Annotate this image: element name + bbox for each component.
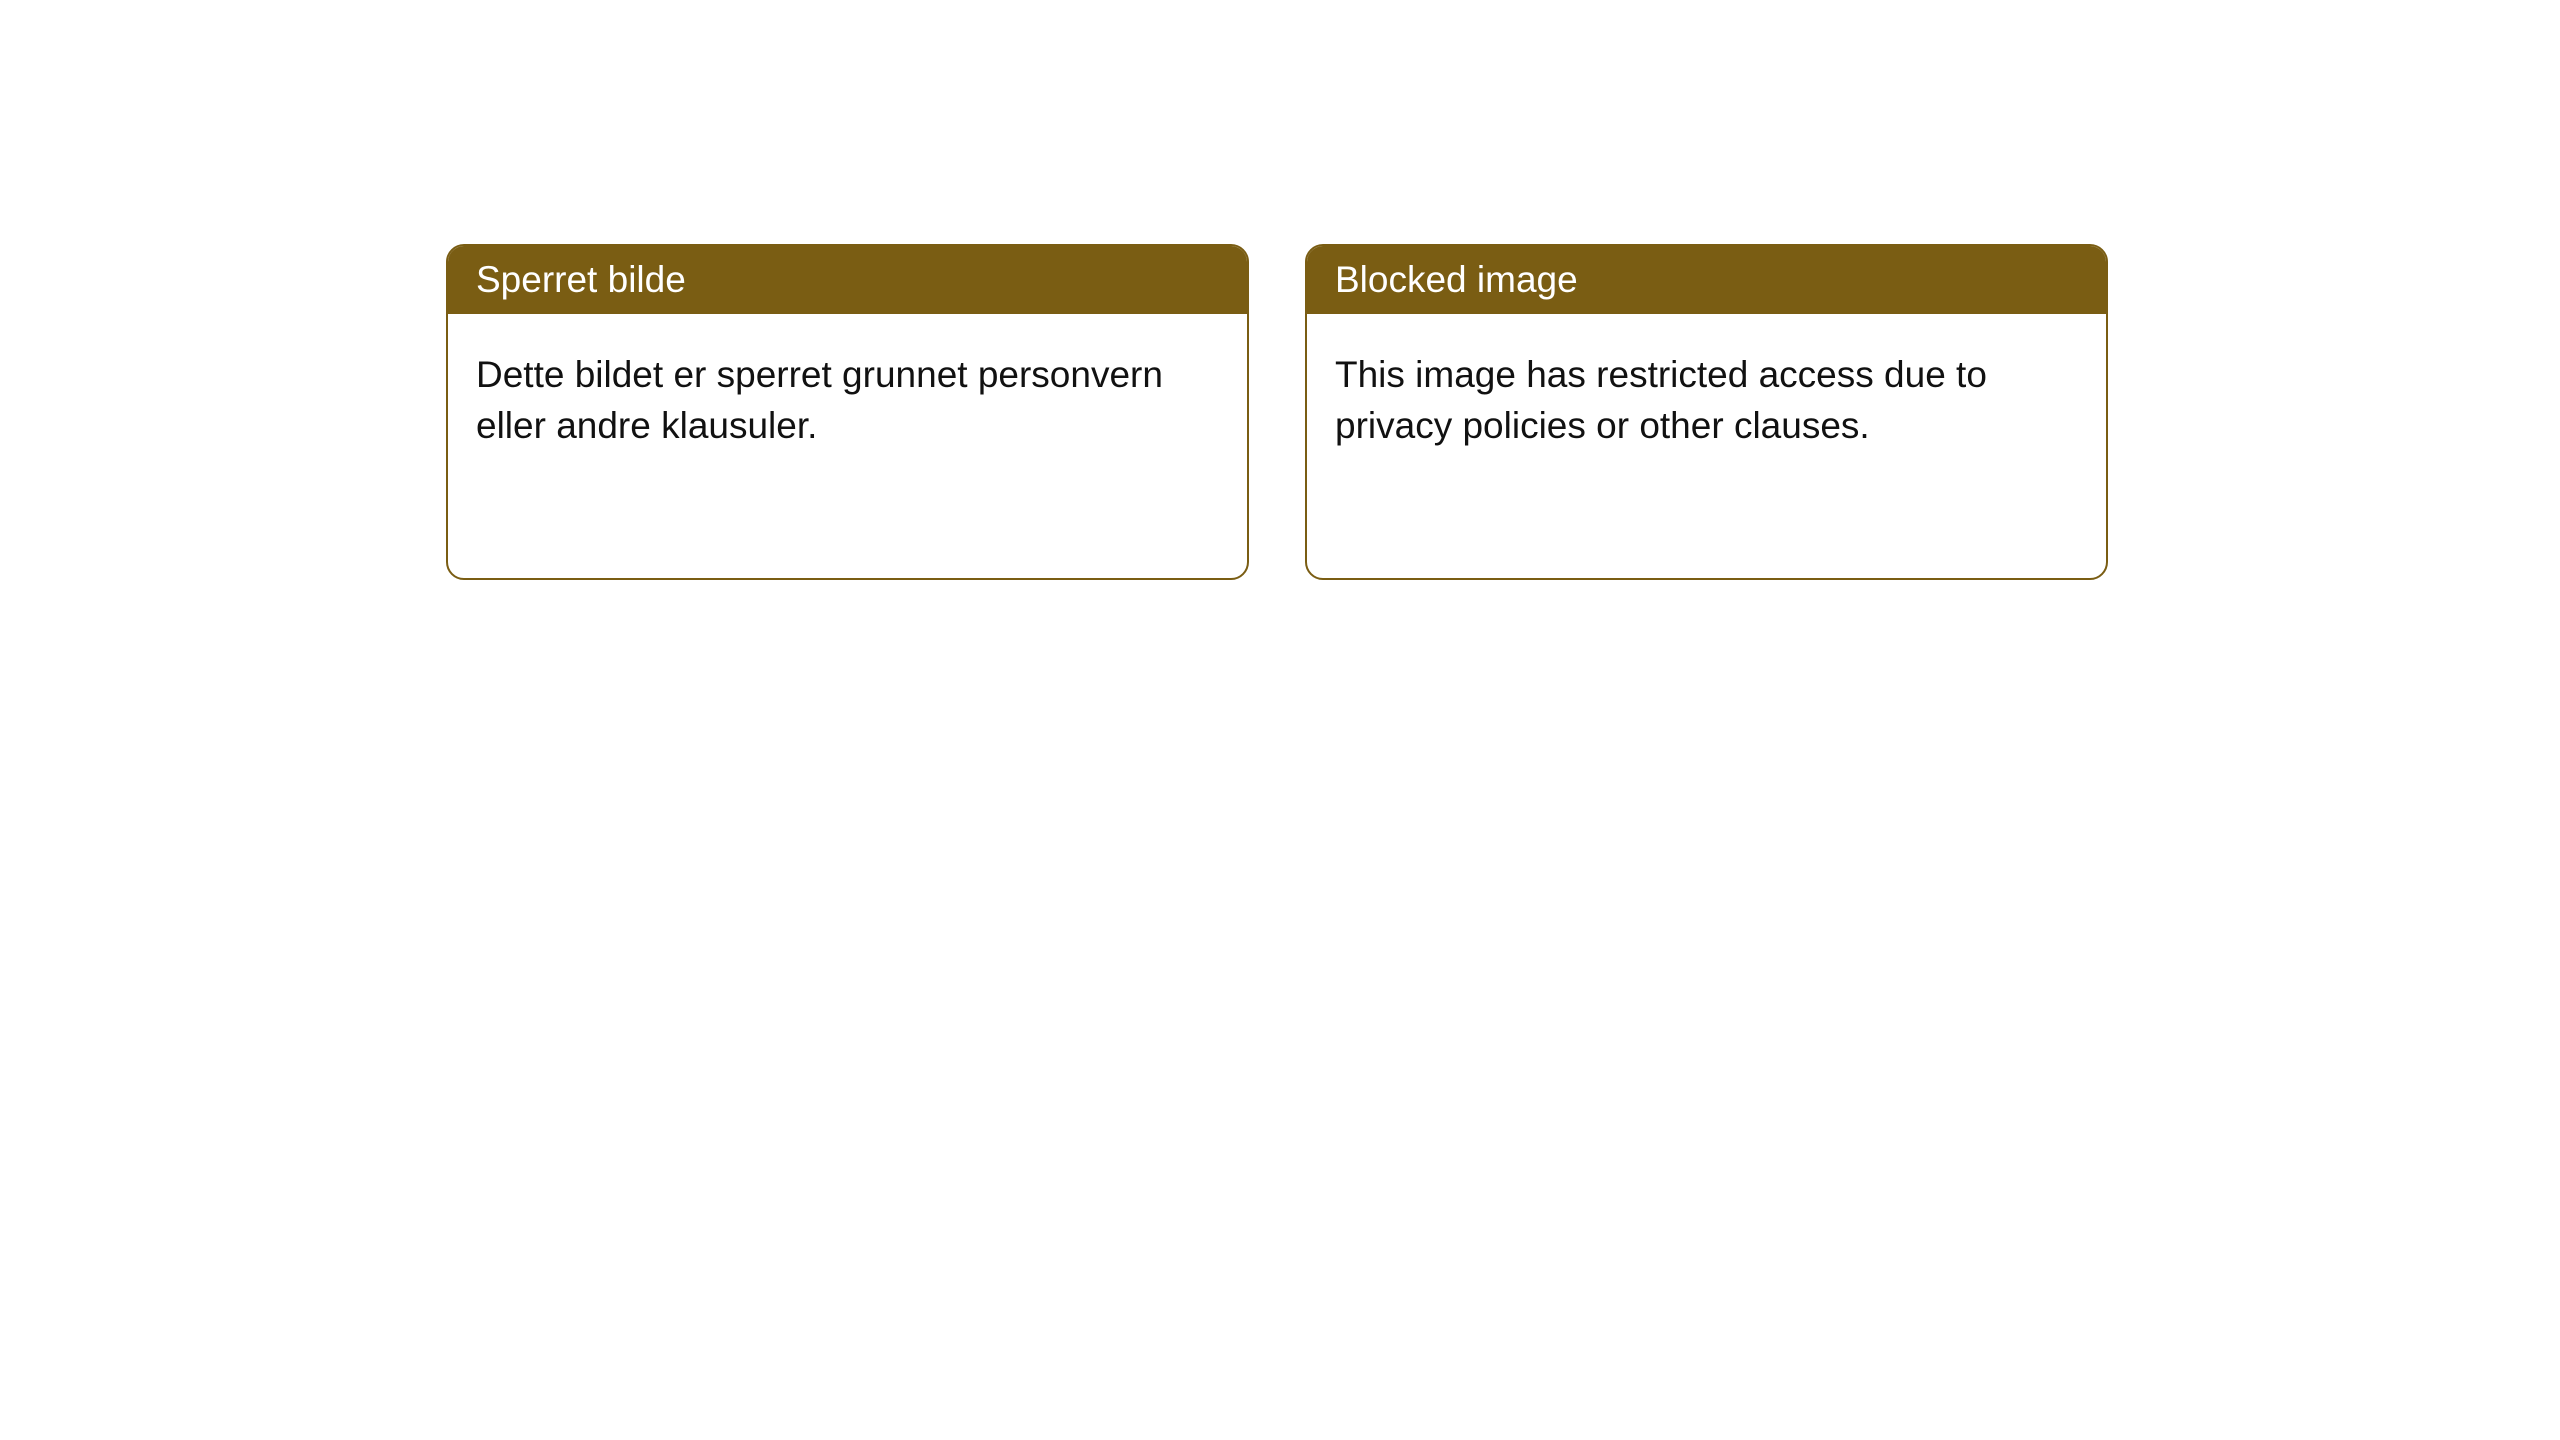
notice-container: Sperret bilde Dette bildet er sperret gr… [0,0,2560,580]
notice-body: This image has restricted access due to … [1307,314,2106,486]
notice-header: Blocked image [1307,246,2106,314]
notice-header: Sperret bilde [448,246,1247,314]
notice-card-english: Blocked image This image has restricted … [1305,244,2108,580]
notice-card-norwegian: Sperret bilde Dette bildet er sperret gr… [446,244,1249,580]
notice-body: Dette bildet er sperret grunnet personve… [448,314,1247,486]
